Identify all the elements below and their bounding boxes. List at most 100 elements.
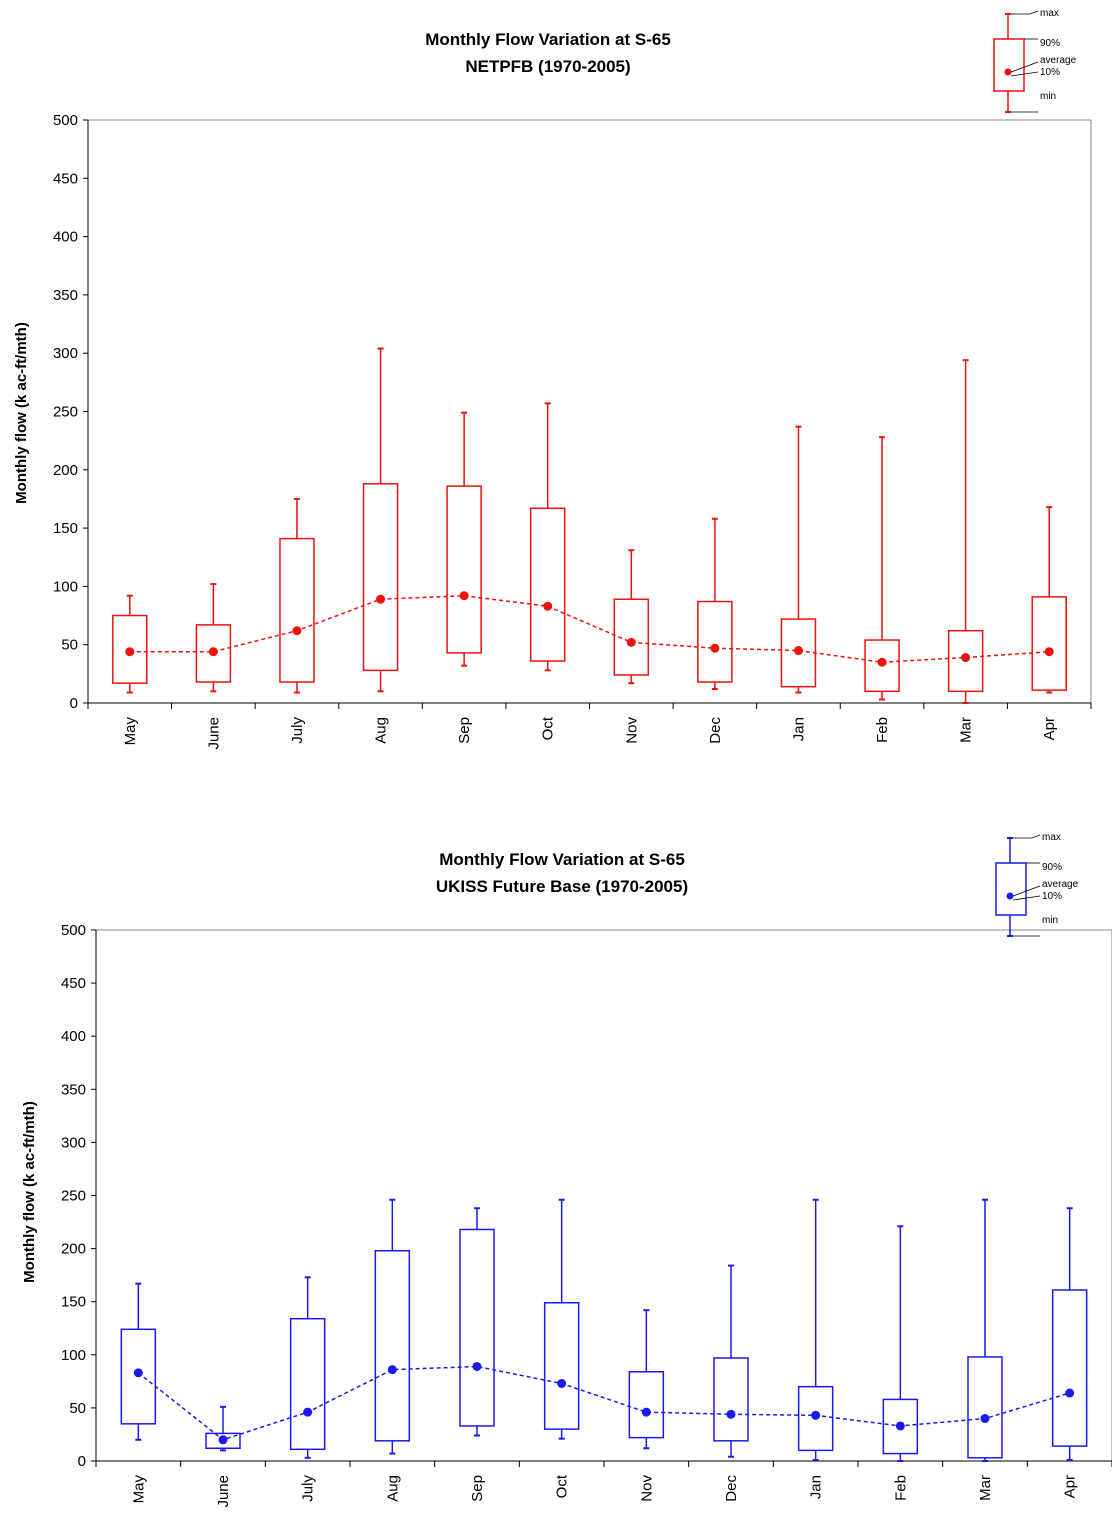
average-point — [459, 591, 469, 601]
y-tick-label: 0 — [70, 695, 78, 712]
x-tick-label: May — [122, 717, 139, 746]
chart-subtitle: NETPFB (1970-2005) — [465, 57, 630, 76]
box-p10-p90 — [882, 1398, 919, 1455]
average-point — [125, 647, 135, 657]
x-tick-label: June — [205, 717, 222, 750]
average-point — [726, 1409, 736, 1419]
y-tick-label: 400 — [61, 1028, 86, 1045]
average-point — [557, 1378, 567, 1388]
y-tick-label: 150 — [61, 1294, 86, 1311]
y-tick-label: 350 — [53, 287, 78, 304]
average-point — [710, 643, 720, 653]
y-tick-label: 100 — [53, 578, 78, 595]
average-point — [1044, 647, 1054, 657]
x-tick-label: Mar — [958, 717, 975, 743]
y-tick-label: 450 — [53, 170, 78, 187]
x-tick-label: Nov — [623, 717, 640, 744]
legend-leader-10 — [1012, 895, 1041, 901]
legend-label: average — [1040, 55, 1077, 66]
legend-label: 90% — [1040, 38, 1060, 49]
legend-leader-average — [1010, 61, 1039, 73]
x-tick-label: Aug — [373, 717, 390, 744]
x-tick-label: May — [130, 1475, 147, 1504]
box-p10-p90 — [529, 507, 566, 662]
y-tick-label: 250 — [53, 404, 78, 421]
legend-label: average — [1042, 879, 1079, 890]
y-tick-label: 250 — [61, 1188, 86, 1205]
x-tick-label: July — [300, 1475, 317, 1502]
average-point — [793, 646, 803, 656]
box-p10-p90 — [362, 483, 399, 672]
legend-leader-average — [1012, 885, 1041, 897]
y-tick-label: 300 — [61, 1134, 86, 1151]
box-p10-p90 — [195, 624, 232, 683]
legend-label: 90% — [1042, 862, 1062, 873]
box-p10-p90 — [279, 537, 315, 683]
average-point — [218, 1435, 228, 1445]
chart-ukiss-svg: Monthly Flow Variation at S-65 UKISS Fut… — [21, 832, 1112, 1508]
average-point — [133, 1368, 143, 1378]
x-tick-label: Mar — [977, 1475, 994, 1501]
x-tick-label: Sep — [456, 717, 473, 744]
y-tick-label: 400 — [53, 229, 78, 246]
x-tick-label: Nov — [638, 1475, 655, 1502]
y-tick-label: 200 — [61, 1241, 86, 1258]
x-tick-label: June — [215, 1475, 232, 1508]
box-p10-p90 — [613, 598, 650, 676]
x-tick-label: Dec — [723, 1475, 740, 1502]
average-point — [303, 1407, 313, 1417]
x-tick-label: Feb — [874, 717, 891, 743]
legend-leader-max — [1011, 10, 1039, 15]
x-tick-label: Aug — [384, 1475, 401, 1502]
x-tick-label: Feb — [892, 1475, 909, 1501]
y-tick-label: 300 — [53, 345, 78, 362]
average-line — [129, 594, 1050, 663]
box-p10-p90 — [797, 1385, 834, 1452]
legend-label: min — [1040, 91, 1056, 102]
average-point — [980, 1414, 990, 1424]
x-tick-label: Apr — [1041, 717, 1058, 740]
y-axis-label: Monthly flow (k ac-ft/mth) — [13, 322, 30, 504]
box-p10-p90 — [459, 1228, 495, 1427]
chart-title: Monthly Flow Variation at S-65 — [439, 850, 685, 869]
box-p10-p90 — [864, 639, 900, 693]
average-point — [543, 601, 553, 611]
legend-label: 10% — [1040, 67, 1060, 78]
y-tick-label: 100 — [61, 1347, 86, 1364]
y-tick-label: 500 — [53, 112, 78, 129]
chart-title: Monthly Flow Variation at S-65 — [425, 30, 671, 49]
x-tick-label: Jan — [790, 717, 807, 741]
average-line — [137, 1365, 1070, 1441]
chart-netpfb-svg: Monthly Flow Variation at S-65 NETPFB (1… — [13, 8, 1092, 750]
x-tick-label: Jan — [808, 1475, 825, 1499]
average-point — [292, 626, 302, 636]
box-p10-p90 — [289, 1317, 326, 1451]
x-tick-label: Oct — [554, 1474, 571, 1498]
average-point — [626, 637, 636, 647]
legend-label: max — [1040, 8, 1059, 19]
box-p10-p90 — [205, 1432, 241, 1450]
box-p10-p90 — [947, 629, 984, 693]
y-tick-label: 350 — [61, 1081, 86, 1098]
x-tick-label: Sep — [469, 1475, 486, 1502]
legend-leader-10 — [1010, 71, 1039, 77]
y-tick-label: 200 — [53, 462, 78, 479]
legend-label: max — [1042, 832, 1061, 843]
box-p10-p90 — [374, 1249, 411, 1442]
chart-netpfb: Monthly Flow Variation at S-65 NETPFB (1… — [13, 8, 1092, 750]
average-point — [387, 1365, 397, 1375]
legend-average-point — [1004, 68, 1012, 76]
box-p10-p90 — [967, 1356, 1003, 1459]
average-point — [376, 594, 386, 604]
y-tick-label: 500 — [61, 922, 86, 939]
box-p10-p90 — [446, 485, 482, 654]
legend-box — [995, 862, 1027, 916]
average-point — [641, 1407, 651, 1417]
box-p10-p90 — [543, 1302, 580, 1430]
x-tick-label: Oct — [540, 716, 557, 740]
box-p10-p90 — [120, 1328, 157, 1425]
average-point — [208, 647, 218, 657]
legend-box — [993, 38, 1025, 92]
box-p10-p90 — [1051, 1289, 1088, 1447]
